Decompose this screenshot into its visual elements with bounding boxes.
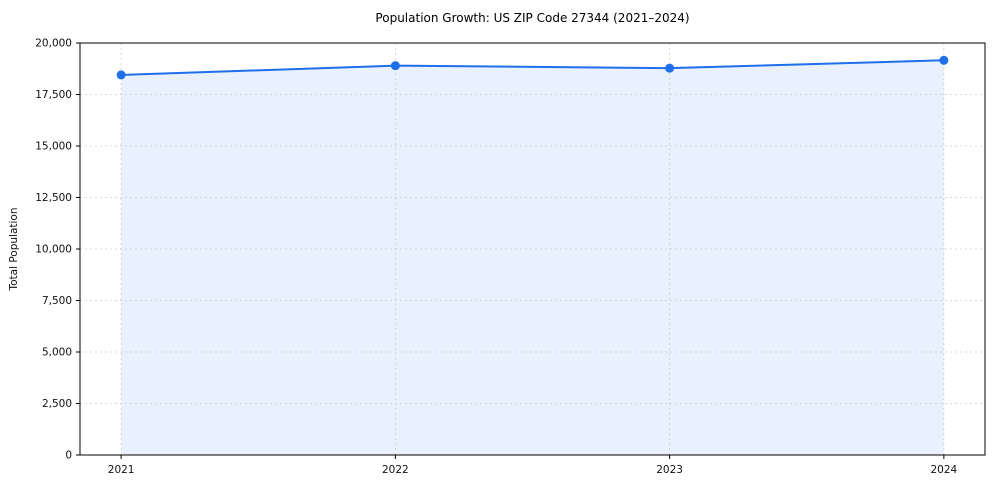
- data-point: [116, 70, 126, 80]
- y-tick-label: 17,500: [35, 89, 72, 101]
- data-point: [665, 63, 675, 73]
- x-tick-label: 2024: [930, 464, 957, 476]
- y-tick-label: 12,500: [35, 192, 72, 204]
- x-tick-label: 2021: [108, 464, 135, 476]
- area-fill: [121, 60, 944, 455]
- y-tick-label: 2,500: [42, 398, 72, 410]
- data-line: [120, 59, 945, 76]
- data-point: [939, 55, 949, 65]
- chart-title: Population Growth: US ZIP Code 27344 (20…: [375, 11, 690, 25]
- y-tick-label: 20,000: [35, 38, 72, 50]
- x-tick-label: 2022: [382, 464, 409, 476]
- x-tick-label: 2023: [656, 464, 683, 476]
- y-axis-label: Total Population: [8, 207, 20, 291]
- y-tick-label: 10,000: [35, 244, 72, 256]
- y-tick-label: 7,500: [42, 295, 72, 307]
- y-tick-label: 15,000: [35, 141, 72, 153]
- data-point: [390, 61, 400, 71]
- y-tick-label: 5,000: [42, 347, 72, 359]
- y-tick-label: 0: [65, 450, 72, 462]
